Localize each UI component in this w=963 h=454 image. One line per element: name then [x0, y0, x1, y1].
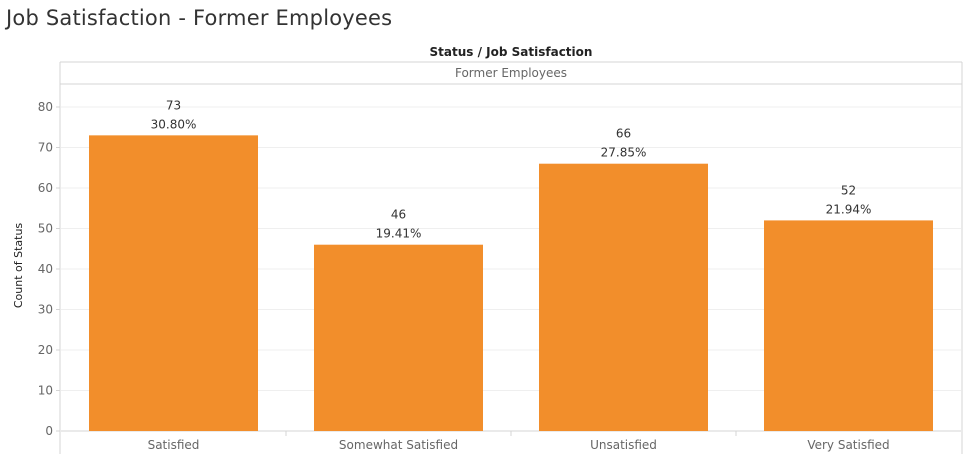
y-tick-label: 0 [45, 424, 53, 438]
y-tick-label: 60 [38, 181, 53, 195]
bar-percent-label: 19.41% [376, 227, 422, 241]
y-tick-label: 30 [38, 303, 53, 317]
pane-header: Former Employees [454, 66, 568, 80]
y-tick-label: 40 [38, 262, 53, 276]
bar-value-label: 46 [391, 208, 406, 222]
y-tick-label: 80 [38, 100, 53, 114]
bar-value-label: 73 [166, 98, 181, 112]
bar-value-label: 52 [841, 183, 856, 197]
bar [539, 163, 708, 431]
x-category-label: Very Satisfied [807, 438, 889, 452]
y-tick-label: 10 [38, 384, 53, 398]
page-title: Job Satisfaction - Former Employees [6, 6, 393, 30]
y-tick-label: 20 [38, 343, 53, 357]
x-category-label: Unsatisfied [590, 438, 657, 452]
bar-percent-label: 21.94% [826, 202, 872, 216]
y-axis-title: Count of Status [12, 223, 25, 309]
column-header: Status / Job Satisfaction [429, 45, 593, 59]
bar-percent-label: 30.80% [151, 117, 197, 131]
bar [89, 135, 258, 431]
x-category-label: Satisfied [148, 438, 200, 452]
y-tick-label: 70 [38, 141, 53, 155]
x-category-label: Somewhat Satisfied [339, 438, 458, 452]
bar-value-label: 66 [616, 127, 631, 141]
bar [314, 244, 483, 431]
bar [764, 220, 933, 431]
y-tick-label: 50 [38, 222, 53, 236]
bar-percent-label: 27.85% [601, 146, 647, 160]
